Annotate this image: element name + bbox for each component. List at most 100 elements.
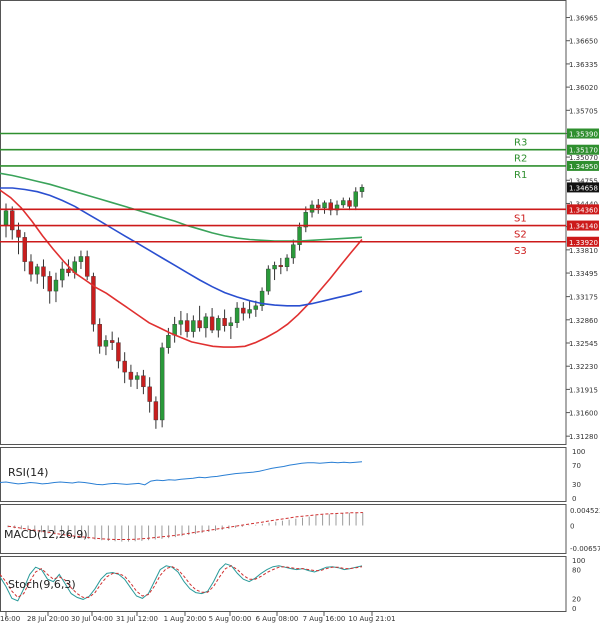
- level-price-tag: [567, 204, 599, 215]
- candle-bullish: [134, 375, 140, 380]
- level-price-label: 1.34360: [569, 206, 598, 214]
- candle-bearish: [28, 261, 34, 275]
- candle-bearish: [116, 342, 121, 362]
- candle-bearish: [241, 307, 246, 314]
- level-price-tag: [567, 144, 599, 155]
- candle-bullish: [159, 347, 165, 421]
- current-price-label: 1.34658: [569, 184, 598, 192]
- macd-y-tick-label: 0: [570, 522, 574, 530]
- y-tick-label: 1.36335: [569, 61, 598, 69]
- candle-bearish: [209, 316, 215, 331]
- rsi-y-tick-label: 0: [572, 495, 576, 503]
- level-name-r2: R2: [514, 154, 527, 165]
- level-name-s1: S1: [514, 213, 527, 224]
- candle-bullish: [259, 290, 265, 307]
- candle-bearish: [147, 386, 152, 402]
- y-tick-label: 1.35705: [569, 107, 598, 115]
- y-tick-label: 1.36020: [569, 84, 598, 92]
- candle-bullish: [228, 322, 234, 326]
- candle-bearish: [66, 268, 71, 273]
- candle-bullish: [216, 318, 221, 331]
- macd-panel: 0.004523 0 -0.006574 MACD(12,26,9): [4, 507, 600, 553]
- stoch-y-tick-label: 80: [572, 567, 581, 575]
- macd-y-tick-label: 0.004523: [570, 507, 600, 515]
- y-tick-label: 1.35070: [569, 154, 598, 162]
- candle-bearish: [84, 256, 90, 277]
- stoch-d-line: [0, 565, 363, 599]
- x-tick-label: 7 Aug 16:00: [303, 615, 346, 623]
- x-tick-label: 5 Aug 00:00: [209, 615, 252, 623]
- panel-frame-rsi: [0, 447, 567, 502]
- chart-panels: [0, 0, 567, 612]
- rsi-line: [0, 461, 363, 486]
- candle-bullish: [178, 320, 184, 325]
- candle-bullish: [253, 305, 259, 310]
- y-tick-label: 1.33495: [569, 270, 598, 278]
- y-tick-label: 1.32860: [569, 317, 598, 325]
- candle-bearish: [141, 375, 146, 388]
- candle-bearish: [91, 276, 96, 325]
- candle-bullish: [272, 265, 277, 270]
- candle-bullish: [266, 268, 271, 292]
- candle-bearish: [109, 340, 115, 343]
- candle-bearish: [41, 266, 46, 277]
- x-tick-label: 28 Jul 20:00: [27, 615, 69, 623]
- level-name-r3: R3: [514, 138, 527, 149]
- y-tick-label: 1.32545: [569, 340, 598, 348]
- moving-average-line: [0, 187, 363, 307]
- level-price-tag: [567, 128, 599, 139]
- rsi-title: RSI(14): [8, 466, 48, 479]
- x-tick-label: 10 Aug 21:01: [348, 615, 395, 623]
- x-tick-label: 30 Jul 04:00: [71, 615, 113, 623]
- level-name-s3: S3: [514, 246, 527, 257]
- candle-bullish: [35, 266, 40, 275]
- moving-average-line: [0, 172, 363, 242]
- candle-bullish: [234, 307, 240, 323]
- level-price-label: 1.35390: [569, 131, 598, 139]
- macd-title: MACD(12,26,9): [4, 528, 88, 541]
- candle-bullish: [191, 320, 196, 332]
- candle-bearish: [16, 229, 21, 238]
- candle-bearish: [278, 265, 284, 267]
- level-price-label: 1.34950: [569, 163, 598, 171]
- candle-bullish: [78, 256, 84, 262]
- candle-bullish: [247, 309, 252, 314]
- candle-bullish: [3, 210, 9, 226]
- rsi-y-tick-label: 30: [572, 481, 581, 489]
- candle-bearish: [153, 401, 159, 421]
- level-name-s2: S2: [514, 230, 527, 241]
- candle-bullish: [53, 279, 59, 292]
- candle-bullish: [341, 200, 346, 206]
- candle-bearish: [10, 210, 15, 231]
- candle-bullish: [291, 244, 296, 259]
- rsi-y-tick-label: 70: [572, 462, 581, 470]
- candle-bullish: [166, 335, 171, 348]
- level-price-label: 1.35170: [569, 147, 598, 155]
- y-tick-label: 1.36965: [569, 15, 598, 23]
- panel-frame-main: [0, 0, 567, 445]
- panel-frame-stoch: [0, 556, 567, 612]
- level-price-tag: [567, 236, 599, 247]
- x-tick-label: 16:00: [0, 615, 20, 623]
- x-tick-label: 1 Aug 20:00: [164, 615, 207, 623]
- candle-bullish: [303, 212, 308, 228]
- stoch-y-tick-label: 100: [572, 557, 585, 565]
- candle-bearish: [47, 276, 52, 292]
- candle-bearish: [197, 320, 202, 329]
- level-price-label: 1.33920: [569, 239, 598, 247]
- level-name-r1: R1: [514, 170, 527, 181]
- candle-bearish: [122, 360, 127, 373]
- y-tick-label: 1.32230: [569, 363, 598, 371]
- candle-bullish: [297, 226, 302, 245]
- y-tick-label: 1.31600: [569, 410, 598, 418]
- stoch-y-tick-label: 0: [572, 605, 576, 613]
- candle-bearish: [128, 371, 134, 380]
- candle-bullish: [60, 268, 65, 281]
- y-tick-label: 1.31280: [569, 433, 598, 441]
- candle-bullish: [203, 316, 209, 329]
- candle-bearish: [184, 320, 190, 332]
- candle-bullish: [359, 187, 365, 192]
- rsi-y-tick-label: 100: [572, 448, 585, 456]
- candle-bullish: [284, 257, 290, 267]
- candle-bearish: [222, 318, 227, 326]
